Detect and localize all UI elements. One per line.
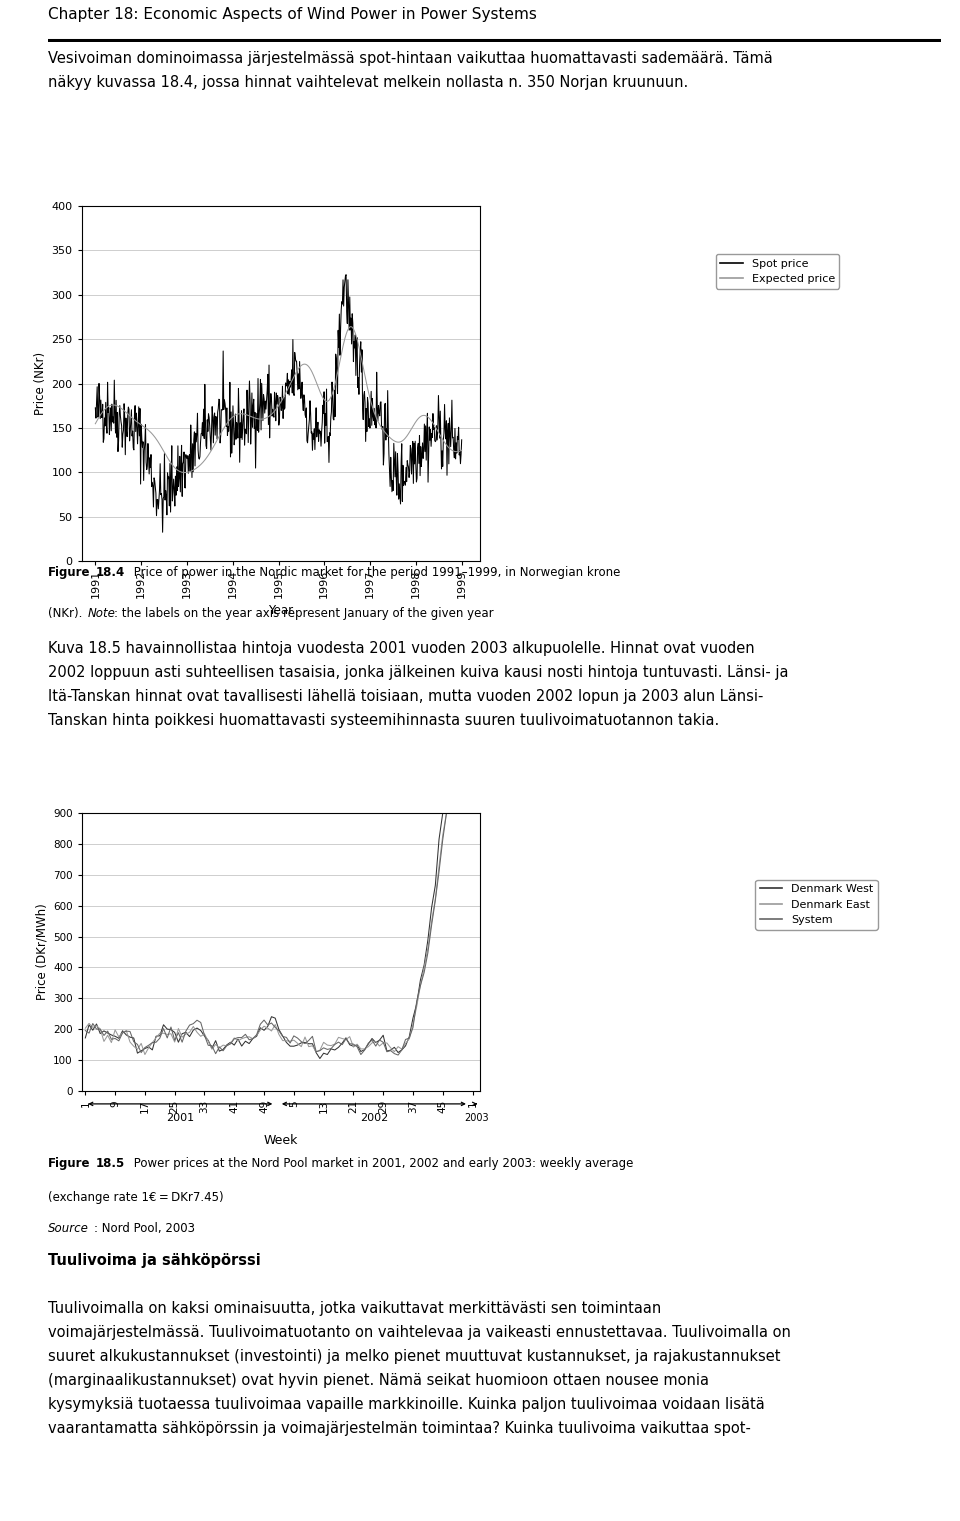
Text: 2003: 2003	[464, 1113, 489, 1124]
Text: (exchange rate 1€ = DKr7.45): (exchange rate 1€ = DKr7.45)	[48, 1191, 224, 1205]
Text: Figure: Figure	[48, 566, 90, 580]
Text: Tuulivoima ja sähköpörssi: Tuulivoima ja sähköpörssi	[48, 1253, 261, 1269]
Legend: Spot price, Expected price: Spot price, Expected price	[716, 254, 839, 289]
Text: 18.4: 18.4	[95, 566, 125, 580]
Text: Tuulivoimalla on kaksi ominaisuutta, jotka vaikuttavat merkittävästi sen toimint: Tuulivoimalla on kaksi ominaisuutta, jot…	[48, 1302, 791, 1436]
Text: : the labels on the year axis represent January of the given year: : the labels on the year axis represent …	[114, 607, 493, 619]
Text: 2002: 2002	[360, 1113, 388, 1124]
Text: Chapter 18: Economic Aspects of Wind Power in Power Systems: Chapter 18: Economic Aspects of Wind Pow…	[48, 8, 537, 23]
Text: Vesivoiman dominoimassa järjestelmässä spot-hintaan vaikuttaa huomattavasti sade: Vesivoiman dominoimassa järjestelmässä s…	[48, 52, 773, 90]
Text: (NKr).: (NKr).	[48, 607, 86, 619]
Text: Note: Note	[87, 607, 115, 619]
Text: : Nord Pool, 2003: : Nord Pool, 2003	[94, 1221, 196, 1235]
Text: 2001: 2001	[166, 1113, 194, 1124]
Text: Kuva 18.5 havainnollistaa hintoja vuodesta 2001 vuoden 2003 alkupuolelle. Hinnat: Kuva 18.5 havainnollistaa hintoja vuodes…	[48, 640, 788, 729]
X-axis label: Year: Year	[268, 604, 294, 618]
Text: Week: Week	[264, 1133, 298, 1147]
Text: Source: Source	[48, 1221, 89, 1235]
Text: Price of power in the Nordic market for the period 1991–1999, in Norwegian krone: Price of power in the Nordic market for …	[131, 566, 620, 580]
Y-axis label: Price (DKr/MWh): Price (DKr/MWh)	[36, 903, 49, 1001]
Text: Figure: Figure	[48, 1157, 90, 1170]
Text: Power prices at the Nord Pool market in 2001, 2002 and early 2003: weekly averag: Power prices at the Nord Pool market in …	[131, 1157, 634, 1170]
Y-axis label: Price (NKr): Price (NKr)	[35, 351, 47, 415]
Text: 18.5: 18.5	[95, 1157, 125, 1170]
Legend: Denmark West, Denmark East, System: Denmark West, Denmark East, System	[756, 879, 877, 929]
